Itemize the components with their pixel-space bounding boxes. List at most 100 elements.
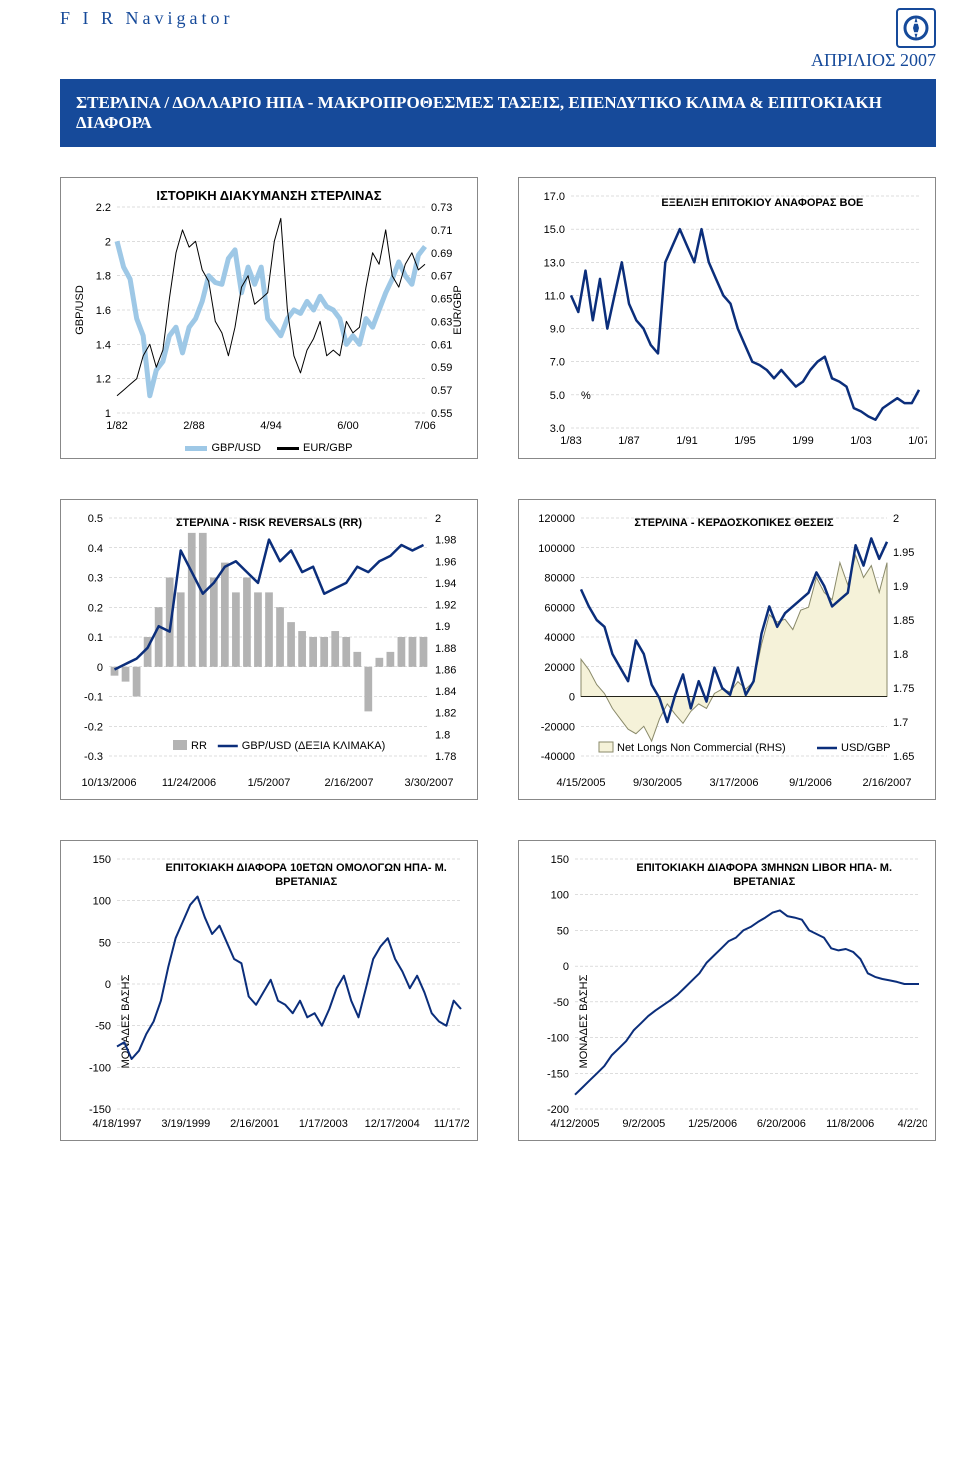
svg-text:-200: -200 [547,1104,569,1116]
svg-text:0: 0 [563,961,569,973]
svg-text:12/17/2004: 12/17/2004 [365,1118,420,1130]
svg-text:0.69: 0.69 [431,248,452,260]
svg-text:1/99: 1/99 [792,435,813,447]
svg-text:0: 0 [97,662,103,674]
svg-text:Net Longs Non Commercial (RHS): Net Longs Non Commercial (RHS) [617,742,786,754]
svg-text:100000: 100000 [538,543,575,555]
svg-text:1/95: 1/95 [734,435,755,447]
chart-grid: ΙΣΤΟΡΙΚΗ ΔΙΑΚΥΜΑΝΣΗ ΣΤΕΡΛΙΝΑΣ 11.21.41.6… [0,147,960,1165]
svg-text:1.98: 1.98 [435,535,456,547]
svg-text:-0.3: -0.3 [84,751,103,763]
svg-text:1.82: 1.82 [435,708,456,720]
svg-text:1/25/2006: 1/25/2006 [688,1118,737,1130]
svg-text:9/1/2006: 9/1/2006 [789,777,832,789]
svg-text:11/8/2006: 11/8/2006 [826,1118,874,1130]
chart-canvas: ΕΠΙΤΟΚΙΑΚΗ ΔΙΑΦΟΡΑ 10ΕΤΩΝ ΟΜΟΛΟΓΩΝ ΗΠΑ- … [69,851,469,1131]
svg-text:1/91: 1/91 [676,435,697,447]
svg-text:0: 0 [569,692,575,704]
svg-text:120000: 120000 [538,513,575,525]
svg-text:ΕΞΕΛΙΞΗ ΕΠΙΤΟΚΙΟΥ ΑΝΑΦΟΡΑΣ BOE: ΕΞΕΛΙΞΗ ΕΠΙΤΟΚΙΟΥ ΑΝΑΦΟΡΑΣ BOE [661,197,863,209]
svg-text:RR: RR [191,740,207,752]
chart-risk-reversals: ΣΤΕΡΛΙΝΑ - RISK REVERSALS (RR)-0.3-0.2-0… [60,499,478,800]
svg-text:11/24/2006: 11/24/2006 [162,777,216,789]
svg-text:-50: -50 [95,1021,111,1033]
svg-text:2: 2 [893,513,899,525]
svg-text:1.9: 1.9 [435,621,450,633]
svg-text:1.4: 1.4 [96,339,111,351]
svg-text:80000: 80000 [544,573,575,585]
svg-text:1.94: 1.94 [435,578,456,590]
svg-text:-100: -100 [89,1062,111,1074]
svg-text:4/94: 4/94 [260,420,281,432]
svg-text:11.0: 11.0 [544,290,565,302]
svg-text:9/2/2005: 9/2/2005 [622,1118,665,1130]
svg-text:0.65: 0.65 [431,294,452,306]
svg-text:1/83: 1/83 [560,435,581,447]
svg-text:1/5/2007: 1/5/2007 [248,777,291,789]
header: F I R Navigator ΑΠΡΙΛΙΟΣ 2007 [0,0,960,75]
svg-text:1/17/2003: 1/17/2003 [299,1118,348,1130]
svg-text:1.8: 1.8 [893,649,908,661]
svg-text:-40000: -40000 [541,751,575,763]
chart-boe-rate: ΕΞΕΛΙΞΗ ΕΠΙΤΟΚΙΟΥ ΑΝΑΦΟΡΑΣ BOE3.05.07.09… [518,177,936,459]
brand-title: F I R Navigator [60,8,233,29]
svg-text:-50: -50 [553,997,569,1009]
date-label: ΑΠΡΙΛΙΟΣ 2007 [811,50,936,71]
svg-text:13.0: 13.0 [544,257,565,269]
svg-text:1.86: 1.86 [435,664,456,676]
svg-text:0.4: 0.4 [88,543,103,555]
svg-text:0.2: 0.2 [88,602,103,614]
svg-text:1/07: 1/07 [908,435,927,447]
svg-text:17.0: 17.0 [544,191,565,203]
svg-text:ΕΠΙΤΟΚΙΑΚΗ ΔΙΑΦΟΡΑ 3ΜΗΝΩΝ LIBO: ΕΠΙΤΟΚΙΑΚΗ ΔΙΑΦΟΡΑ 3ΜΗΝΩΝ LIBOR ΗΠΑ- Μ. [636,862,892,874]
chart-canvas: 11.21.41.61.822.20.550.570.590.610.630.6… [69,203,469,433]
chart-10y-spread: ΕΠΙΤΟΚΙΑΚΗ ΔΙΑΦΟΡΑ 10ΕΤΩΝ ΟΜΟΛΟΓΩΝ ΗΠΑ- … [60,840,478,1141]
chart-canvas: ΣΤΕΡΛΙΝΑ - RISK REVERSALS (RR)-0.3-0.2-0… [69,510,469,790]
svg-text:100: 100 [93,896,111,908]
svg-text:-0.2: -0.2 [84,721,103,733]
svg-text:1/82: 1/82 [106,420,127,432]
page: F I R Navigator ΑΠΡΙΛΙΟΣ 2007 ΣΤΕΡΛΙΝΑ /… [0,0,960,1165]
svg-text:2/16/2007: 2/16/2007 [863,777,912,789]
svg-text:50: 50 [99,937,111,949]
chart-canvas: ΣΤΕΡΛΙΝΑ - ΚΕΡΔΟΣΚΟΠΙΚΕΣ ΘΕΣΕΙΣ-40000-20… [527,510,927,790]
svg-text:1.85: 1.85 [893,615,914,627]
svg-text:ΕΠΙΤΟΚΙΑΚΗ ΔΙΑΦΟΡΑ 10ΕΤΩΝ ΟΜΟΛ: ΕΠΙΤΟΚΙΑΚΗ ΔΙΑΦΟΡΑ 10ΕΤΩΝ ΟΜΟΛΟΓΩΝ ΗΠΑ- … [166,862,447,874]
svg-text:4/15/2005: 4/15/2005 [557,777,606,789]
svg-text:EUR/GBP: EUR/GBP [452,285,464,335]
svg-text:10/13/2006: 10/13/2006 [81,777,136,789]
svg-text:2/16/2001: 2/16/2001 [230,1118,279,1130]
svg-text:1.6: 1.6 [96,305,111,317]
svg-text:0.61: 0.61 [431,339,452,351]
svg-text:0.71: 0.71 [431,225,452,237]
svg-text:1.8: 1.8 [96,271,111,283]
svg-text:15.0: 15.0 [544,224,565,236]
chart-canvas: ΕΞΕΛΙΞΗ ΕΠΙΤΟΚΙΟΥ ΑΝΑΦΟΡΑΣ BOE3.05.07.09… [527,188,927,448]
svg-text:2: 2 [105,236,111,248]
svg-text:1/03: 1/03 [850,435,871,447]
svg-text:1.75: 1.75 [893,683,914,695]
svg-text:0.57: 0.57 [431,385,452,397]
svg-text:1.88: 1.88 [435,643,456,655]
svg-text:4/12/2005: 4/12/2005 [551,1118,600,1130]
svg-text:1.9: 1.9 [893,581,908,593]
svg-text:7.0: 7.0 [550,357,565,369]
svg-text:1.7: 1.7 [893,717,908,729]
svg-text:1.65: 1.65 [893,751,914,763]
svg-text:2: 2 [435,513,441,525]
svg-text:1.8: 1.8 [435,729,450,741]
svg-text:2/16/2007: 2/16/2007 [325,777,374,789]
chart-legend: GBP/USD EUR/GBP [69,438,469,454]
svg-text:40000: 40000 [544,632,575,644]
svg-text:0.59: 0.59 [431,362,452,374]
svg-text:5.0: 5.0 [550,390,565,402]
svg-text:6/20/2006: 6/20/2006 [757,1118,806,1130]
title-bar: ΣΤΕΡΛΙΝΑ / ΔΟΛΛΑΡΙΟ ΗΠΑ - ΜΑΚΡΟΠΡΟΘΕΣΜΕΣ… [60,79,936,147]
svg-text:ΣΤΕΡΛΙΝΑ - RISK REVERSALS (RR): ΣΤΕΡΛΙΝΑ - RISK REVERSALS (RR) [176,517,362,529]
svg-text:60000: 60000 [544,602,575,614]
chart-speculative-positions: ΣΤΕΡΛΙΝΑ - ΚΕΡΔΟΣΚΟΠΙΚΕΣ ΘΕΣΕΙΣ-40000-20… [518,499,936,800]
svg-text:0.73: 0.73 [431,203,452,214]
svg-text:20000: 20000 [544,662,575,674]
svg-text:ΜΟΝΑΔΕΣ ΒΑΣΗΣ: ΜΟΝΑΔΕΣ ΒΑΣΗΣ [578,974,590,1068]
svg-text:9/30/2005: 9/30/2005 [633,777,682,789]
